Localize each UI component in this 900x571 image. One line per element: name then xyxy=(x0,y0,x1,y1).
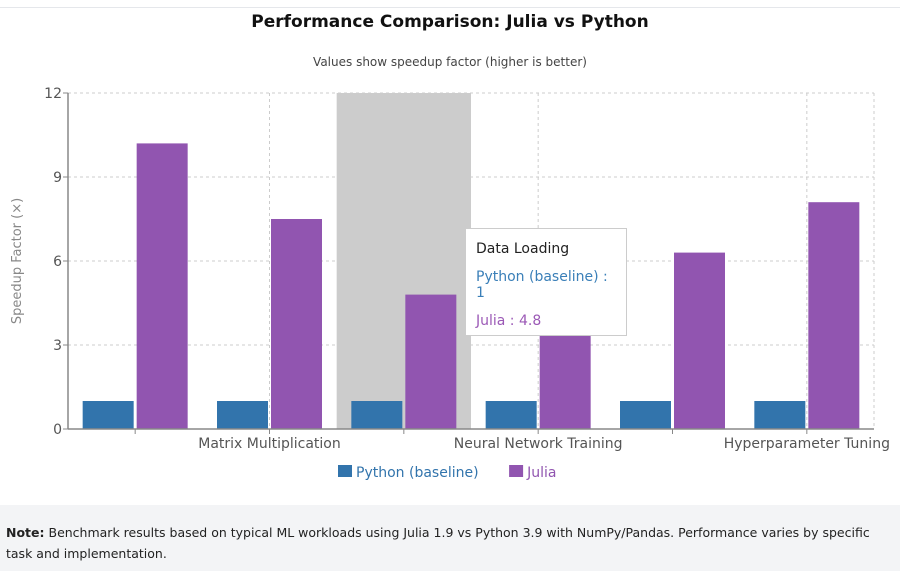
y-tick-label: 9 xyxy=(53,170,62,186)
chart-title: Performance Comparison: Julia vs Python xyxy=(251,12,649,32)
y-axis-label: Speedup Factor (×) xyxy=(10,198,25,324)
y-tick-label: 12 xyxy=(44,86,62,102)
tooltip-julia: Julia : 4.8 xyxy=(476,313,542,329)
tooltip-python: Python (baseline) : 1 xyxy=(476,269,608,301)
chart-subtitle: Values show speedup factor (higher is be… xyxy=(313,55,587,69)
bar-python xyxy=(217,401,268,429)
x-tick-label: Hyperparameter Tuning xyxy=(724,436,890,452)
footer-note-text: Benchmark results based on typical ML wo… xyxy=(6,525,870,561)
footer-note: Note: Benchmark results based on typical… xyxy=(0,505,900,571)
footer-note-label: Note: xyxy=(6,525,45,540)
x-tick-label: Neural Network Training xyxy=(454,436,623,452)
bar-python xyxy=(620,401,671,429)
y-tick-label: 0 xyxy=(53,422,62,438)
bar-julia xyxy=(539,331,591,429)
bar-julia xyxy=(674,252,725,429)
bar-julia xyxy=(136,143,188,429)
bar-julia xyxy=(405,294,457,429)
top-divider xyxy=(0,7,900,8)
legend-label: Python (baseline) xyxy=(356,465,479,481)
x-tick-label: Matrix Multiplication xyxy=(198,436,341,452)
bar-chart: 0 3 6 9 12 Matrix Multiplication Neural Networ… xyxy=(10,86,890,481)
bar-python xyxy=(754,401,806,429)
tooltip-title: Data Loading xyxy=(476,241,570,257)
legend-swatch xyxy=(509,465,524,477)
y-tick-label: 3 xyxy=(53,338,62,354)
bar-julia xyxy=(808,202,860,429)
legend-label: Julia xyxy=(526,465,556,481)
y-tick-label: 6 xyxy=(53,254,62,270)
bar-python xyxy=(485,401,537,429)
tooltip: Data Loading Python (baseline) : 1 Julia… xyxy=(465,228,627,336)
bar-python xyxy=(82,401,134,429)
bar-julia xyxy=(271,219,322,429)
bar-python xyxy=(351,401,403,429)
legend-swatch xyxy=(338,465,352,477)
